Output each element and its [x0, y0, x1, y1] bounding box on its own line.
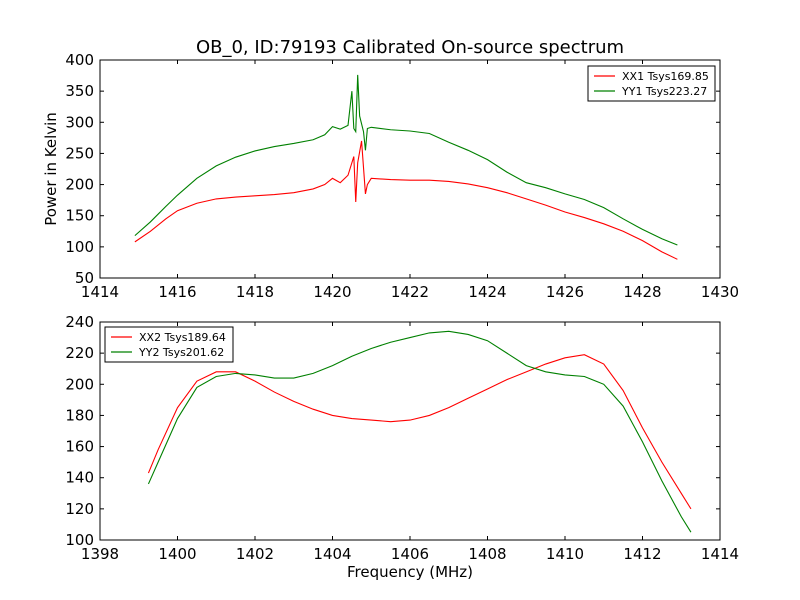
- x-tick-label: 1408: [468, 545, 506, 563]
- top-panel: 1414 1416 1418 1420 1422 1424 1426 1428 1430 50 10…: [42, 51, 739, 301]
- y-tick-label: 150: [65, 207, 94, 225]
- x-tick-label: 1412: [623, 545, 661, 563]
- y-tick-label: 120: [65, 500, 94, 518]
- series-line-2-2: [147, 330, 692, 533]
- x-tick-label: 1414: [81, 283, 119, 301]
- x-tick-label: 1400: [158, 545, 196, 563]
- x-axis-label: Frequency (MHz): [347, 563, 473, 581]
- x-tick-label: 1406: [391, 545, 429, 563]
- y-tick-label: 400: [65, 51, 94, 69]
- x-tick-label: 1424: [468, 283, 506, 301]
- x-tick-label: 1414: [701, 545, 739, 563]
- y-tick-label: 140: [65, 469, 94, 487]
- x-tick-label: 1428: [623, 283, 661, 301]
- y-tick-label: 250: [65, 144, 94, 162]
- legend-box: [104, 326, 234, 363]
- y-tick-label: 350: [65, 82, 94, 100]
- y-tick-label: 100: [65, 238, 94, 256]
- series-line-1-2: [134, 74, 678, 246]
- legend-label: YY2 Tsys201.62: [138, 346, 224, 359]
- x-tick-label: 1420: [313, 283, 351, 301]
- legend-label: XX2 Tsys189.64: [139, 331, 226, 344]
- y-tick-label: 50: [75, 269, 94, 287]
- legend-label: XX1 Tsys169.85: [622, 70, 709, 83]
- legend-box: [587, 65, 716, 102]
- x-tick-label: 1402: [236, 545, 274, 563]
- y-tick-label: 300: [65, 113, 94, 131]
- x-tick-label: 1404: [313, 545, 351, 563]
- x-tick-label: 1418: [236, 283, 274, 301]
- legend-label: YY1 Tsys223.27: [621, 85, 707, 98]
- figure-title: OB_0, ID:79193 Calibrated On-source spec…: [196, 37, 624, 58]
- bottom-panel: 1398 1400 1402 1404 1406 1408 1410 1412 1414 100 1…: [65, 313, 739, 581]
- x-tick-label: 1398: [81, 545, 119, 563]
- legend-2: XX2 Tsys189.64 YY2 Tsys201.62: [104, 326, 234, 363]
- x-tick-label: 1426: [546, 283, 584, 301]
- x-tick-label: 1416: [158, 283, 196, 301]
- x-tick-label: 1430: [701, 283, 739, 301]
- y-tick-label: 200: [65, 176, 94, 194]
- series-line-2-1: [147, 354, 692, 510]
- y-tick-label: 240: [65, 313, 94, 331]
- x-tick-label: 1410: [546, 545, 584, 563]
- y-tick-label: 220: [65, 344, 94, 362]
- series-line-1-1: [134, 140, 678, 260]
- x-tick-label: 1422: [391, 283, 429, 301]
- y-tick-label: 160: [65, 438, 94, 456]
- y-tick-label: 180: [65, 406, 94, 424]
- legend-1: XX1 Tsys169.85 YY1 Tsys223.27: [587, 65, 716, 102]
- y-tick-label: 200: [65, 375, 94, 393]
- y-tick-label: 100: [65, 531, 94, 549]
- y-axis-label: Power in Kelvin: [42, 112, 60, 226]
